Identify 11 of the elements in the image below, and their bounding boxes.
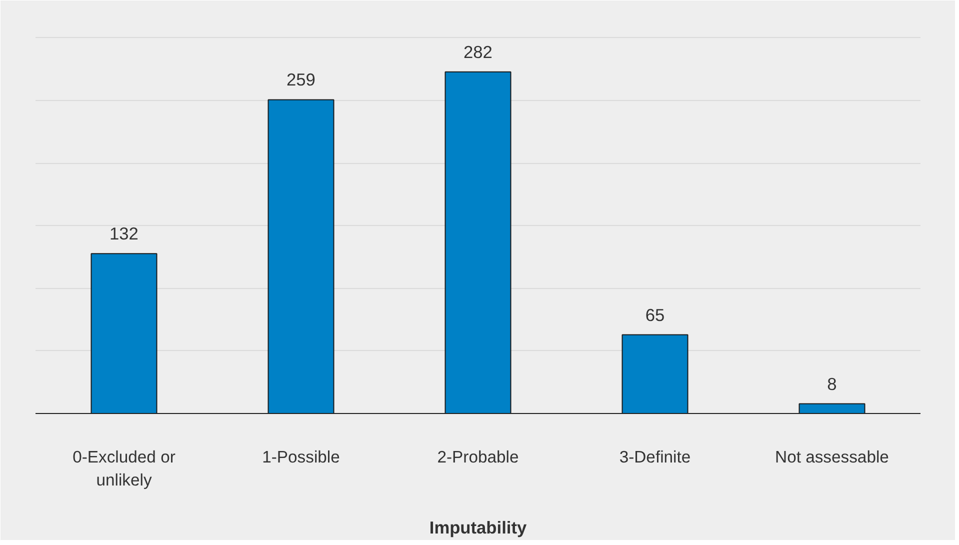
data-label: 259 bbox=[286, 70, 316, 90]
data-label: 8 bbox=[827, 374, 837, 394]
data-label: 282 bbox=[464, 42, 492, 62]
x-tick-label: 3-Definite bbox=[619, 448, 691, 466]
x-tick-label: 1-Possible bbox=[262, 448, 340, 466]
x-tick-label: 0-Excluded or unlikely bbox=[72, 448, 176, 490]
x-axis-title: Imputability bbox=[429, 517, 527, 538]
x-tick-label: Not assessable bbox=[775, 448, 889, 466]
data-label: 65 bbox=[645, 304, 665, 325]
x-tick-label: 2-Probable bbox=[437, 448, 519, 466]
data-label: 132 bbox=[110, 224, 138, 244]
